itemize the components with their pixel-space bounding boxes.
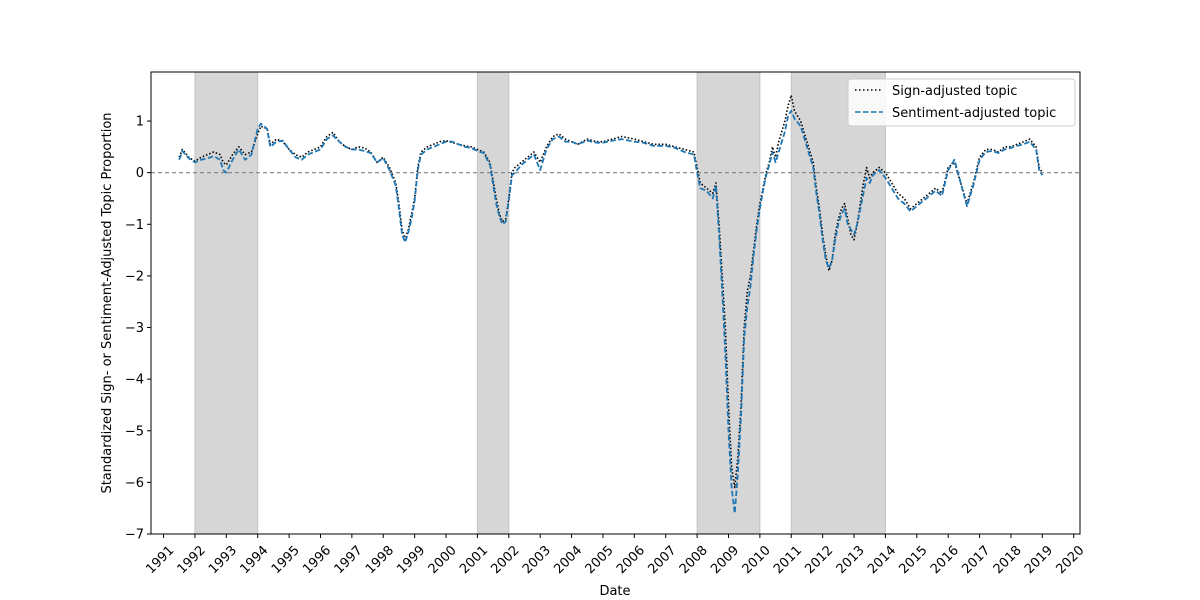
x-tick-label: 2011 <box>771 543 805 577</box>
y-tick-label: 0 <box>136 166 144 181</box>
x-tick-label: 1999 <box>394 543 428 577</box>
series-line-sentiment-adjusted <box>178 109 1044 515</box>
x-tick-label: 1993 <box>206 543 240 577</box>
x-tick-label: 1997 <box>332 543 366 577</box>
x-tick-label: 2016 <box>928 543 962 577</box>
x-tick-label: 2003 <box>520 543 554 577</box>
x-tick-label: 2000 <box>426 543 460 577</box>
x-axis-title: Date <box>599 584 630 599</box>
x-tick-label: 1991 <box>143 543 177 577</box>
plot-frame <box>150 71 1081 535</box>
x-tick-label: 1994 <box>237 543 271 577</box>
shaded-period-4 <box>790 71 886 535</box>
y-tick-label: −5 <box>125 424 144 439</box>
x-tick-label: 2009 <box>708 543 742 577</box>
y-tick-label: −6 <box>125 476 144 491</box>
y-axis: −7 −6 −5 −4 −3 −2 −1 0 1 <box>125 115 151 543</box>
x-tick-label: 2004 <box>551 543 585 577</box>
y-axis-title: Standardized Sign- or Sentiment-Adjusted… <box>100 112 115 493</box>
x-tick-label: 1995 <box>269 543 303 577</box>
y-tick-label: 1 <box>136 115 144 130</box>
legend-label-sentiment-adjusted: Sentiment-adjusted topic <box>892 106 1056 121</box>
x-tick-label: 2019 <box>1022 543 1056 577</box>
shaded-period-1 <box>194 71 259 535</box>
y-tick-label: −4 <box>125 373 144 388</box>
y-tick-label: −1 <box>125 218 144 233</box>
shaded-period-3 <box>696 71 761 535</box>
x-tick-label: 2006 <box>614 543 648 577</box>
x-tick-label: 1998 <box>363 543 397 577</box>
x-tick-label: 2020 <box>1053 543 1087 577</box>
x-tick-label: 2017 <box>959 543 993 577</box>
x-tick-label: 2015 <box>897 543 931 577</box>
legend-box <box>847 78 1076 127</box>
y-tick-label: −3 <box>125 321 144 336</box>
x-tick-label: 2014 <box>865 543 899 577</box>
x-tick-label: 2013 <box>834 543 868 577</box>
y-tick-label: −2 <box>125 269 144 284</box>
x-axis: 1991199219931994199519961997199819992000… <box>143 534 1087 577</box>
x-tick-label: 1996 <box>300 543 334 577</box>
series-lines <box>178 94 1044 515</box>
x-tick-label: 2008 <box>677 543 711 577</box>
legend: Sign-adjusted topic Sentiment-adjusted t… <box>847 78 1076 127</box>
x-tick-label: 2007 <box>645 543 679 577</box>
x-tick-label: 2005 <box>583 543 617 577</box>
legend-label-sign-adjusted: Sign-adjusted topic <box>892 84 1017 99</box>
shaded-period-2 <box>476 71 510 535</box>
x-tick-label: 1992 <box>175 543 209 577</box>
x-tick-label: 2018 <box>991 543 1025 577</box>
y-tick-label: −7 <box>125 528 144 543</box>
x-tick-label: 2002 <box>489 543 523 577</box>
x-tick-label: 2010 <box>740 543 774 577</box>
series-line-sign-adjusted <box>178 94 1044 489</box>
x-tick-label: 2012 <box>802 543 836 577</box>
x-tick-label: 2001 <box>457 543 491 577</box>
